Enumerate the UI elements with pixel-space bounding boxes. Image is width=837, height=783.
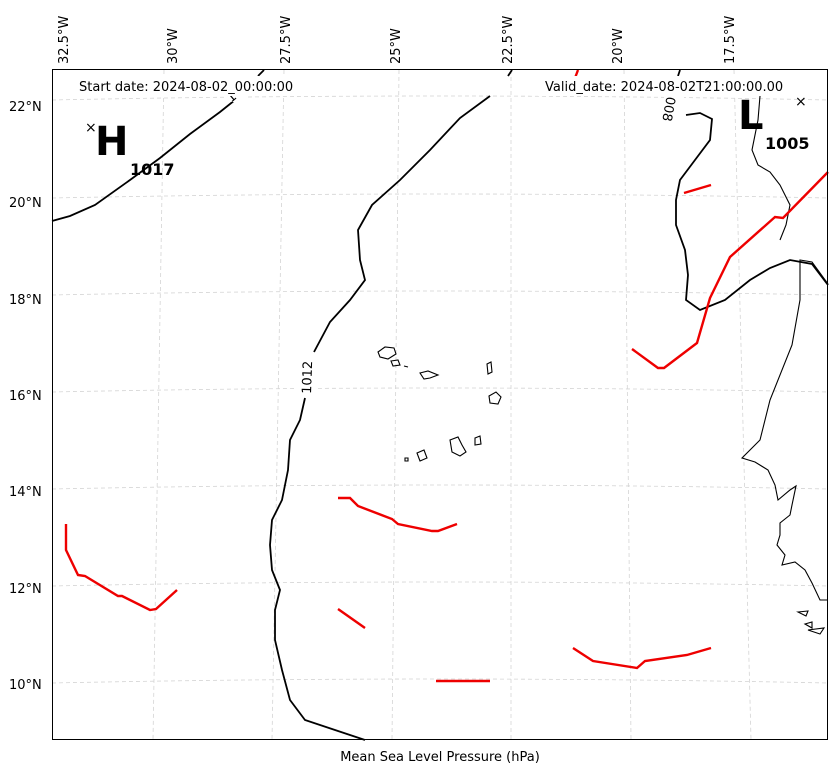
island-santo-antao xyxy=(377,346,397,360)
center-marker-icon: × xyxy=(85,120,97,136)
graticule xyxy=(51,69,829,741)
island-sal xyxy=(486,361,493,375)
meridian-line xyxy=(733,69,752,741)
fronts xyxy=(64,69,829,683)
front-line xyxy=(338,496,458,533)
isobar-label-1008: 1008 xyxy=(658,87,679,122)
isobar-1008 xyxy=(675,112,829,312)
lon-tick-label: 20°W xyxy=(611,28,626,64)
front-line xyxy=(683,183,712,195)
lat-tick-label: 20°N xyxy=(9,196,42,211)
parallel-line xyxy=(51,484,829,490)
high-letter: H xyxy=(95,119,128,165)
parallel-line xyxy=(51,387,829,393)
lon-tick-labels: 32.5°W 30°W 27.5°W 25°W 22.5°W 20°W 17.5… xyxy=(57,16,738,64)
meridian-line xyxy=(623,69,632,741)
map-frame xyxy=(52,69,828,740)
isobar-1016-top xyxy=(257,69,265,77)
lat-tick-label: 18°N xyxy=(9,293,42,308)
map-caption: Mean Sea Level Pressure (hPa) xyxy=(340,750,540,765)
lon-tick-label: 17.5°W xyxy=(723,16,738,64)
front-line xyxy=(337,608,366,629)
lon-tick-label: 32.5°W xyxy=(57,16,72,64)
meridian-line xyxy=(271,69,285,741)
island-bijagos-3 xyxy=(807,627,826,635)
africa-coast xyxy=(740,259,829,601)
island-bijagos-2 xyxy=(803,621,813,629)
lat-tick-label: 12°N xyxy=(9,582,42,597)
africa-coast-north xyxy=(751,95,791,241)
isobar-1008-top xyxy=(677,69,681,77)
coastlines xyxy=(377,95,829,635)
meridian-line xyxy=(391,69,400,741)
island-boa-vista xyxy=(488,391,502,405)
lon-tick-label: 25°W xyxy=(389,28,404,64)
lat-tick-label: 16°N xyxy=(9,389,42,404)
island-santa-luzia xyxy=(403,365,409,368)
lon-tick-label: 27.5°W xyxy=(279,16,294,64)
front-line xyxy=(631,171,829,370)
parallel-line xyxy=(51,290,829,296)
island-fogo xyxy=(416,449,428,462)
island-bijagos-1 xyxy=(796,610,809,617)
parallel-line xyxy=(51,581,829,587)
parallel-line xyxy=(51,193,829,199)
lon-tick-label: 22.5°W xyxy=(501,16,516,64)
parallel-line xyxy=(51,678,829,684)
low-letter: L xyxy=(738,93,764,139)
start-date-label: Start date: 2024-08-02_00:00:00 xyxy=(79,80,293,95)
low-pressure-center: × L 1005 xyxy=(738,93,810,153)
island-sao-nicolau xyxy=(419,370,440,380)
lat-tick-label: 10°N xyxy=(9,678,42,693)
parallel-line xyxy=(51,95,829,101)
center-marker-icon: × xyxy=(795,94,807,110)
isobar-1012-top xyxy=(507,69,513,77)
island-maio xyxy=(474,435,482,446)
isobar-label-1012: 1012 xyxy=(300,361,316,395)
island-sao-vicente xyxy=(390,359,401,367)
valid-date-label: Valid_date: 2024-08-02T21:00:00.00 xyxy=(545,80,783,95)
isobar-1012 xyxy=(313,95,491,353)
high-pressure-center: × H 1017 xyxy=(85,119,175,179)
isobar-1016 xyxy=(51,95,241,222)
lat-tick-label: 22°N xyxy=(9,100,42,115)
lat-tick-label: 14°N xyxy=(9,485,42,500)
island-santiago xyxy=(449,436,467,457)
front-line xyxy=(64,524,178,612)
isobar-1012-lower xyxy=(269,397,366,741)
lon-tick-label: 30°W xyxy=(166,28,181,64)
high-value: 1017 xyxy=(130,160,175,179)
lat-tick-labels: 22°N 20°N 18°N 16°N 14°N 12°N 10°N xyxy=(9,100,42,693)
front-line xyxy=(572,646,712,670)
isobars xyxy=(51,69,829,741)
island-brava xyxy=(404,457,409,462)
low-value: 1005 xyxy=(765,134,810,153)
